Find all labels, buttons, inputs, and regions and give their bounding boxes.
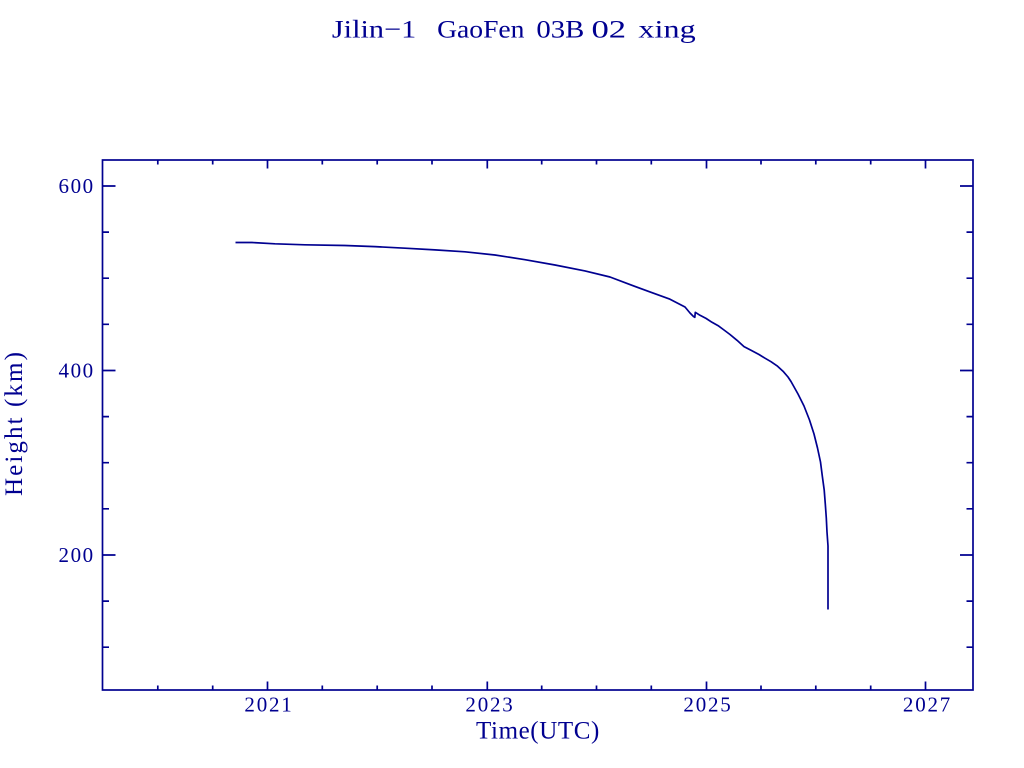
svg-text:2021: 2021 — [244, 693, 293, 717]
svg-text:Time(UTC): Time(UTC) — [476, 718, 600, 745]
svg-text:600: 600 — [58, 174, 94, 198]
svg-text:03B: 03B — [536, 15, 584, 43]
svg-text:200: 200 — [58, 543, 94, 567]
svg-text:2025: 2025 — [683, 693, 732, 717]
svg-text:xing: xing — [638, 16, 695, 44]
svg-text:2027: 2027 — [903, 693, 952, 717]
svg-text:400: 400 — [58, 358, 94, 382]
svg-text:Height (km): Height (km) — [1, 350, 28, 496]
svg-text:02: 02 — [591, 15, 626, 43]
svg-text:GaoFen: GaoFen — [437, 16, 524, 44]
svg-text:2023: 2023 — [465, 693, 514, 717]
svg-text:Jilin−1: Jilin−1 — [332, 16, 416, 44]
